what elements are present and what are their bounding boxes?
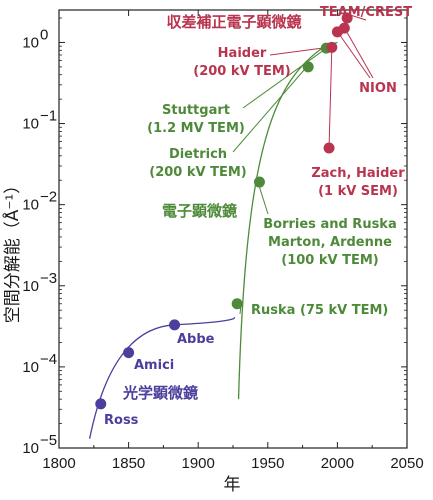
x-tick-label: 1900 (182, 455, 215, 472)
leader-zach (328, 47, 333, 148)
x-tick-label: 1850 (112, 455, 145, 472)
leader-dietrich (232, 69, 305, 153)
label-ross: Ross (104, 413, 139, 428)
x-axis-title: 年 (224, 475, 241, 495)
leader-borries (258, 186, 269, 215)
point-series0-1 (123, 347, 135, 359)
label-nion: NION (359, 81, 397, 96)
label-abbe: Abbe (177, 332, 215, 347)
leader-haider (269, 46, 328, 56)
data-points (95, 12, 353, 410)
label-amici: Amici (134, 358, 174, 373)
label-team-crest: TEAM/CREST (320, 5, 412, 20)
electron-trend-curve (237, 41, 338, 400)
y-tick-exponent: −1 (40, 108, 57, 125)
point-series2-3 (338, 22, 350, 34)
leader-nion-2 (345, 30, 374, 79)
optical-trend-curve (88, 316, 236, 439)
point-series2-1 (326, 41, 338, 53)
point-series1-0 (231, 298, 243, 310)
point-series0-0 (95, 398, 107, 410)
y-tick-label: 10 (22, 34, 39, 51)
y-tick-label: 10 (22, 197, 39, 214)
point-series2-0 (323, 142, 335, 154)
x-tick-label: 2050 (390, 455, 423, 472)
y-tick-exponent: −3 (40, 270, 57, 287)
label-dietrich-line1: Dietrich (169, 147, 227, 162)
label-zach-line2: (1 kV SEM) (318, 184, 398, 199)
plot-axes: 1800 1850 1900 1950 2000 205010−510−410−310−2… (22, 9, 424, 472)
leader-team-crest (349, 14, 367, 21)
y-tick-label: 10 (22, 359, 39, 376)
label-borries-line3: (100 kV TEM) (281, 253, 378, 268)
label-dietrich-line2: (200 kV TEM) (149, 165, 246, 180)
label-borries-line1: Borries and Ruska (263, 217, 396, 232)
point-series2-4 (341, 12, 353, 24)
aberration-corrected-title: 収差補正電子顕微鏡 (166, 13, 301, 31)
y-tick-label: 10 (22, 278, 39, 295)
x-tick-label: 1800 (42, 455, 75, 472)
y-axis-title: 空間分解能（Å⁻¹） (1, 177, 23, 323)
label-haider-line1: Haider (218, 46, 267, 61)
leader-stuttgart (242, 50, 323, 109)
optical-microscope-title: 光学顕微鏡 (122, 384, 198, 402)
label-stuttgart-line1: Stuttgart (162, 103, 230, 118)
y-tick-exponent: −5 (40, 432, 57, 449)
trend-curves (88, 41, 338, 439)
y-tick-exponent: 0 (40, 26, 48, 43)
x-tick-label: 2000 (321, 455, 354, 472)
y-tick-exponent: −4 (40, 351, 57, 368)
label-ruska: Ruska (75 kV TEM) (251, 303, 388, 318)
label-stuttgart-line2: (1.2 MV TEM) (147, 121, 245, 136)
y-tick-exponent: −2 (40, 189, 57, 206)
y-tick-label: 10 (22, 440, 39, 457)
label-zach-line1: Zach, Haider (311, 166, 405, 181)
leader-lines (232, 14, 374, 315)
label-haider-line2: (200 kV TEM) (193, 64, 290, 79)
point-series1-2 (302, 61, 314, 73)
electron-microscope-title: 電子顕微鏡 (162, 202, 237, 220)
label-borries-line2: Marton, Ardenne (268, 235, 392, 250)
point-series0-2 (169, 319, 181, 331)
x-tick-label: 1950 (251, 455, 284, 472)
y-tick-label: 10 (22, 116, 39, 133)
point-series1-1 (253, 176, 265, 188)
leader-nion-1 (339, 35, 371, 79)
